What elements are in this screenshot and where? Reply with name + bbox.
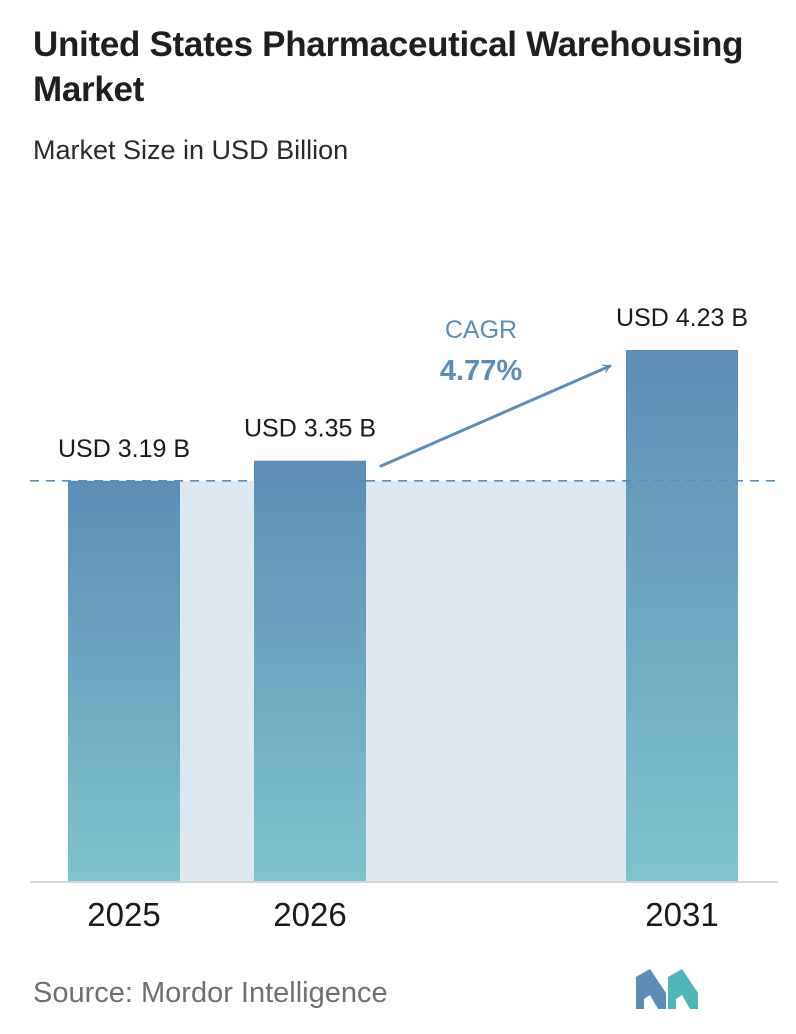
cagr-label: CAGR (445, 316, 517, 344)
chart-title: United States Pharmaceutical Warehousing… (33, 25, 744, 109)
x-tick-label: 2031 (645, 896, 718, 933)
bar-2026 (254, 460, 366, 882)
reference-band (180, 480, 254, 882)
bar-value-label: USD 4.23 B (616, 304, 748, 332)
reference-band (366, 480, 626, 882)
bar-2025 (68, 480, 180, 882)
cagr-arrow (379, 364, 612, 468)
bar-value-label: USD 3.35 B (244, 415, 376, 443)
cagr-value: 4.77% (440, 355, 522, 387)
chart-subtitle: Market Size in USD Billion (33, 135, 349, 165)
bar-value-label: USD 3.19 B (58, 435, 190, 463)
bar-2031 (626, 350, 738, 882)
x-tick-label: 2026 (273, 896, 346, 933)
mordor-intelligence-logo (636, 969, 698, 1009)
x-tick-label: 2025 (87, 896, 160, 933)
source-note: Source: Mordor Intelligence (33, 977, 388, 1009)
